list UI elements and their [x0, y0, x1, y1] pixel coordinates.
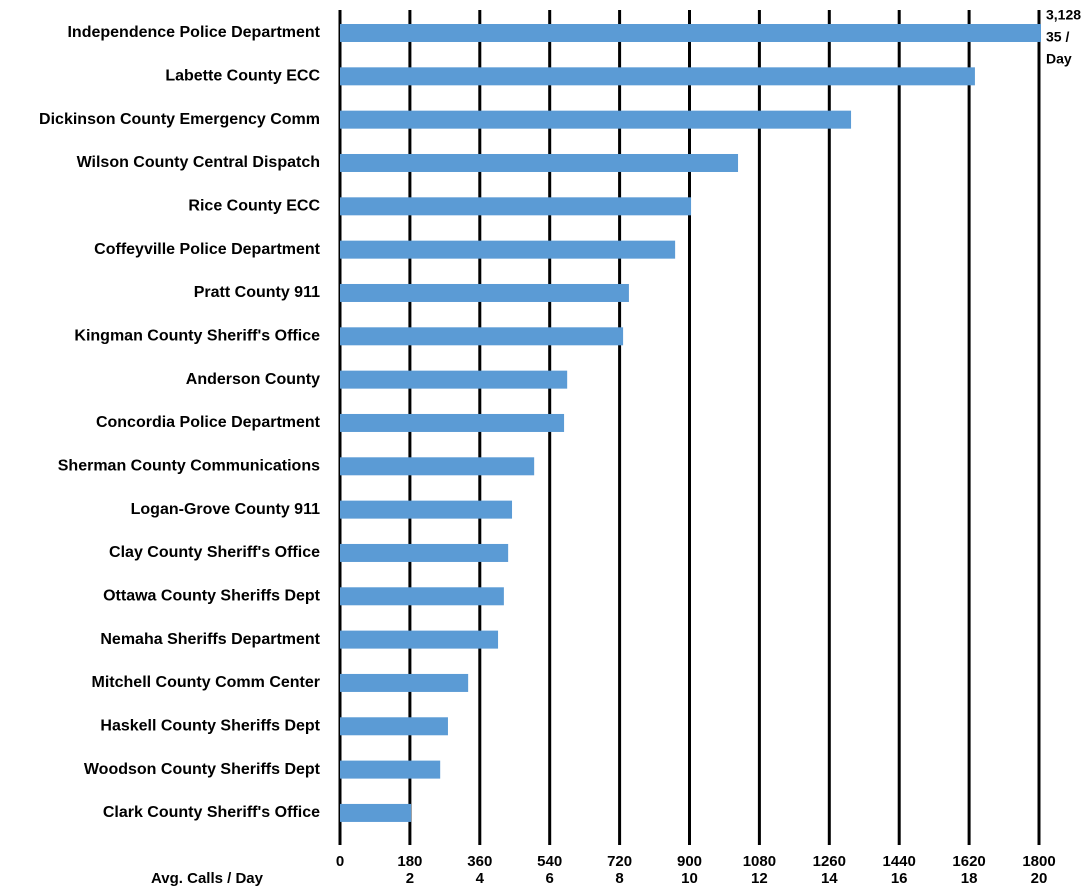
x2-tick-label: 20: [1031, 870, 1048, 887]
y-tick-label: Mitchell County Comm Center: [92, 674, 320, 691]
x-tick-label: 360: [467, 853, 492, 870]
y-tick-label: Labette County ECC: [165, 68, 320, 85]
y-tick-label: Clay County Sheriff's Office: [109, 544, 320, 561]
y-tick-label: Ottawa County Sheriffs Dept: [103, 588, 321, 605]
y-tick-label: Logan-Grove County 911: [131, 501, 320, 518]
x2-axis-label: Avg. Calls / Day: [151, 870, 264, 887]
x2-tick-label: 2: [406, 870, 414, 887]
x-tick-label: 1800: [1022, 853, 1055, 870]
x-tick-label: 540: [537, 853, 562, 870]
y-tick-label: Sherman County Communications: [58, 458, 320, 475]
bar: [340, 153, 739, 172]
bar: [340, 760, 441, 779]
annotation: 35 /: [1046, 29, 1069, 45]
bar: [340, 370, 568, 389]
y-tick-label: Dickinson County Emergency Comm: [39, 111, 320, 128]
annotation: 3,128: [1046, 7, 1081, 23]
y-tick-label: Rice County ECC: [188, 198, 320, 215]
x2-tick-label: 14: [821, 870, 838, 887]
y-tick-label: Pratt County 911: [194, 284, 320, 301]
grid: [338, 10, 1041, 845]
bar: [340, 500, 513, 519]
bar: [340, 457, 535, 476]
y-tick-label: Coffeyville Police Department: [94, 241, 321, 258]
bars: [340, 24, 1041, 822]
y-tick-label: Wilson County Central Dispatch: [77, 154, 320, 171]
annotation: Day: [1046, 51, 1072, 67]
bar: [340, 67, 975, 86]
bar: [340, 110, 852, 129]
bar: [340, 673, 469, 692]
x-tick-label: 720: [607, 853, 632, 870]
y-tick-label: Anderson County: [186, 371, 320, 388]
bar: [340, 24, 1041, 42]
x-tick-label: 0: [336, 853, 344, 870]
bar: [340, 717, 448, 736]
y-tick-label: Clark County Sheriff's Office: [103, 804, 320, 821]
x2-tick-label: 16: [891, 870, 908, 887]
bar: [340, 197, 692, 216]
x2-tick-label: 6: [546, 870, 554, 887]
y-tick-label: Concordia Police Department: [96, 414, 321, 431]
bar: [340, 413, 565, 432]
bar: [340, 240, 676, 259]
bar: [340, 803, 412, 822]
x-tick-label: 1440: [883, 853, 916, 870]
bar: [340, 587, 504, 606]
x-tick-label: 1260: [813, 853, 846, 870]
bar: [340, 327, 624, 346]
x-tick-label: 1080: [743, 853, 776, 870]
x-tick-label: 180: [397, 853, 422, 870]
bar: [340, 630, 499, 649]
x2-tick-label: 12: [751, 870, 768, 887]
x2-tick-label: 8: [615, 870, 623, 887]
y-tick-label: Independence Police Department: [67, 24, 320, 41]
x-tick-label: 900: [677, 853, 702, 870]
y-tick-label: Haskell County Sheriffs Dept: [100, 717, 320, 734]
y-tick-label: Woodson County Sheriffs Dept: [84, 761, 321, 778]
x2-tick-label: 10: [681, 870, 698, 887]
x-tick-label: 1620: [952, 853, 985, 870]
x2-tick-label: 18: [961, 870, 978, 887]
x2-tick-label: 4: [476, 870, 485, 887]
bar: [340, 543, 509, 562]
bar: [340, 283, 629, 302]
y-tick-label: Nemaha Sheriffs Department: [100, 631, 320, 648]
y-tick-label: Kingman County Sheriff's Office: [74, 328, 320, 345]
